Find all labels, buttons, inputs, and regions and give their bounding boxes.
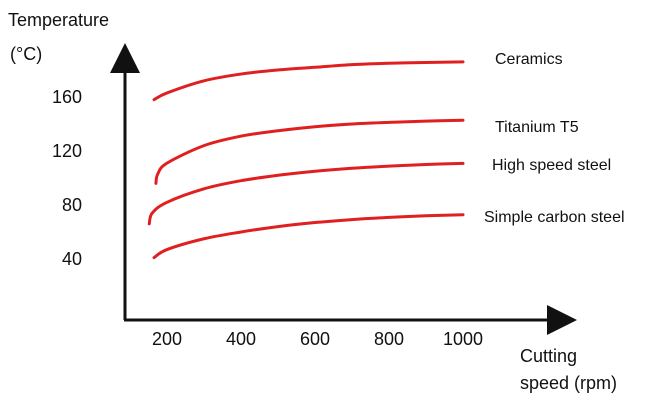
y-tick-labels: 40 80 120 160 (52, 87, 82, 269)
x-tick-label: 200 (152, 329, 182, 349)
y-axis-title-line1: Temperature (8, 10, 109, 30)
y-tick-label: 40 (62, 249, 82, 269)
x-axis-title-line2: speed (rpm) (520, 373, 617, 393)
x-tick-label: 400 (226, 329, 256, 349)
series-label: High speed steel (492, 157, 611, 174)
series-labels: Ceramics Titanium T5 High speed steel Simpl… (484, 51, 625, 226)
x-tick-labels: 200 400 600 800 1000 (152, 329, 483, 349)
series-lines (147, 60, 465, 260)
y-axis-title-line2: (°C) (10, 44, 42, 64)
series-label: Simple carbon steel (484, 209, 625, 226)
x-axis-title: Cutting speed (rpm) (520, 346, 617, 393)
y-tick-label: 160 (52, 87, 82, 107)
series-label: Titanium T5 (495, 119, 579, 136)
series-line-high-speed-steel (147, 161, 465, 226)
x-tick-label: 1000 (443, 329, 483, 349)
x-axis-title-line1: Cutting (520, 346, 577, 366)
y-tick-label: 120 (52, 141, 82, 161)
y-axis-title: Temperature (°C) (8, 10, 109, 64)
series-line-simple-carbon-steel (152, 213, 465, 260)
series-label: Ceramics (495, 51, 563, 68)
x-tick-label: 600 (300, 329, 330, 349)
series-line-titanium-t5 (154, 118, 465, 185)
x-tick-label: 800 (374, 329, 404, 349)
y-tick-label: 80 (62, 195, 82, 215)
series-line-ceramics (152, 60, 465, 102)
